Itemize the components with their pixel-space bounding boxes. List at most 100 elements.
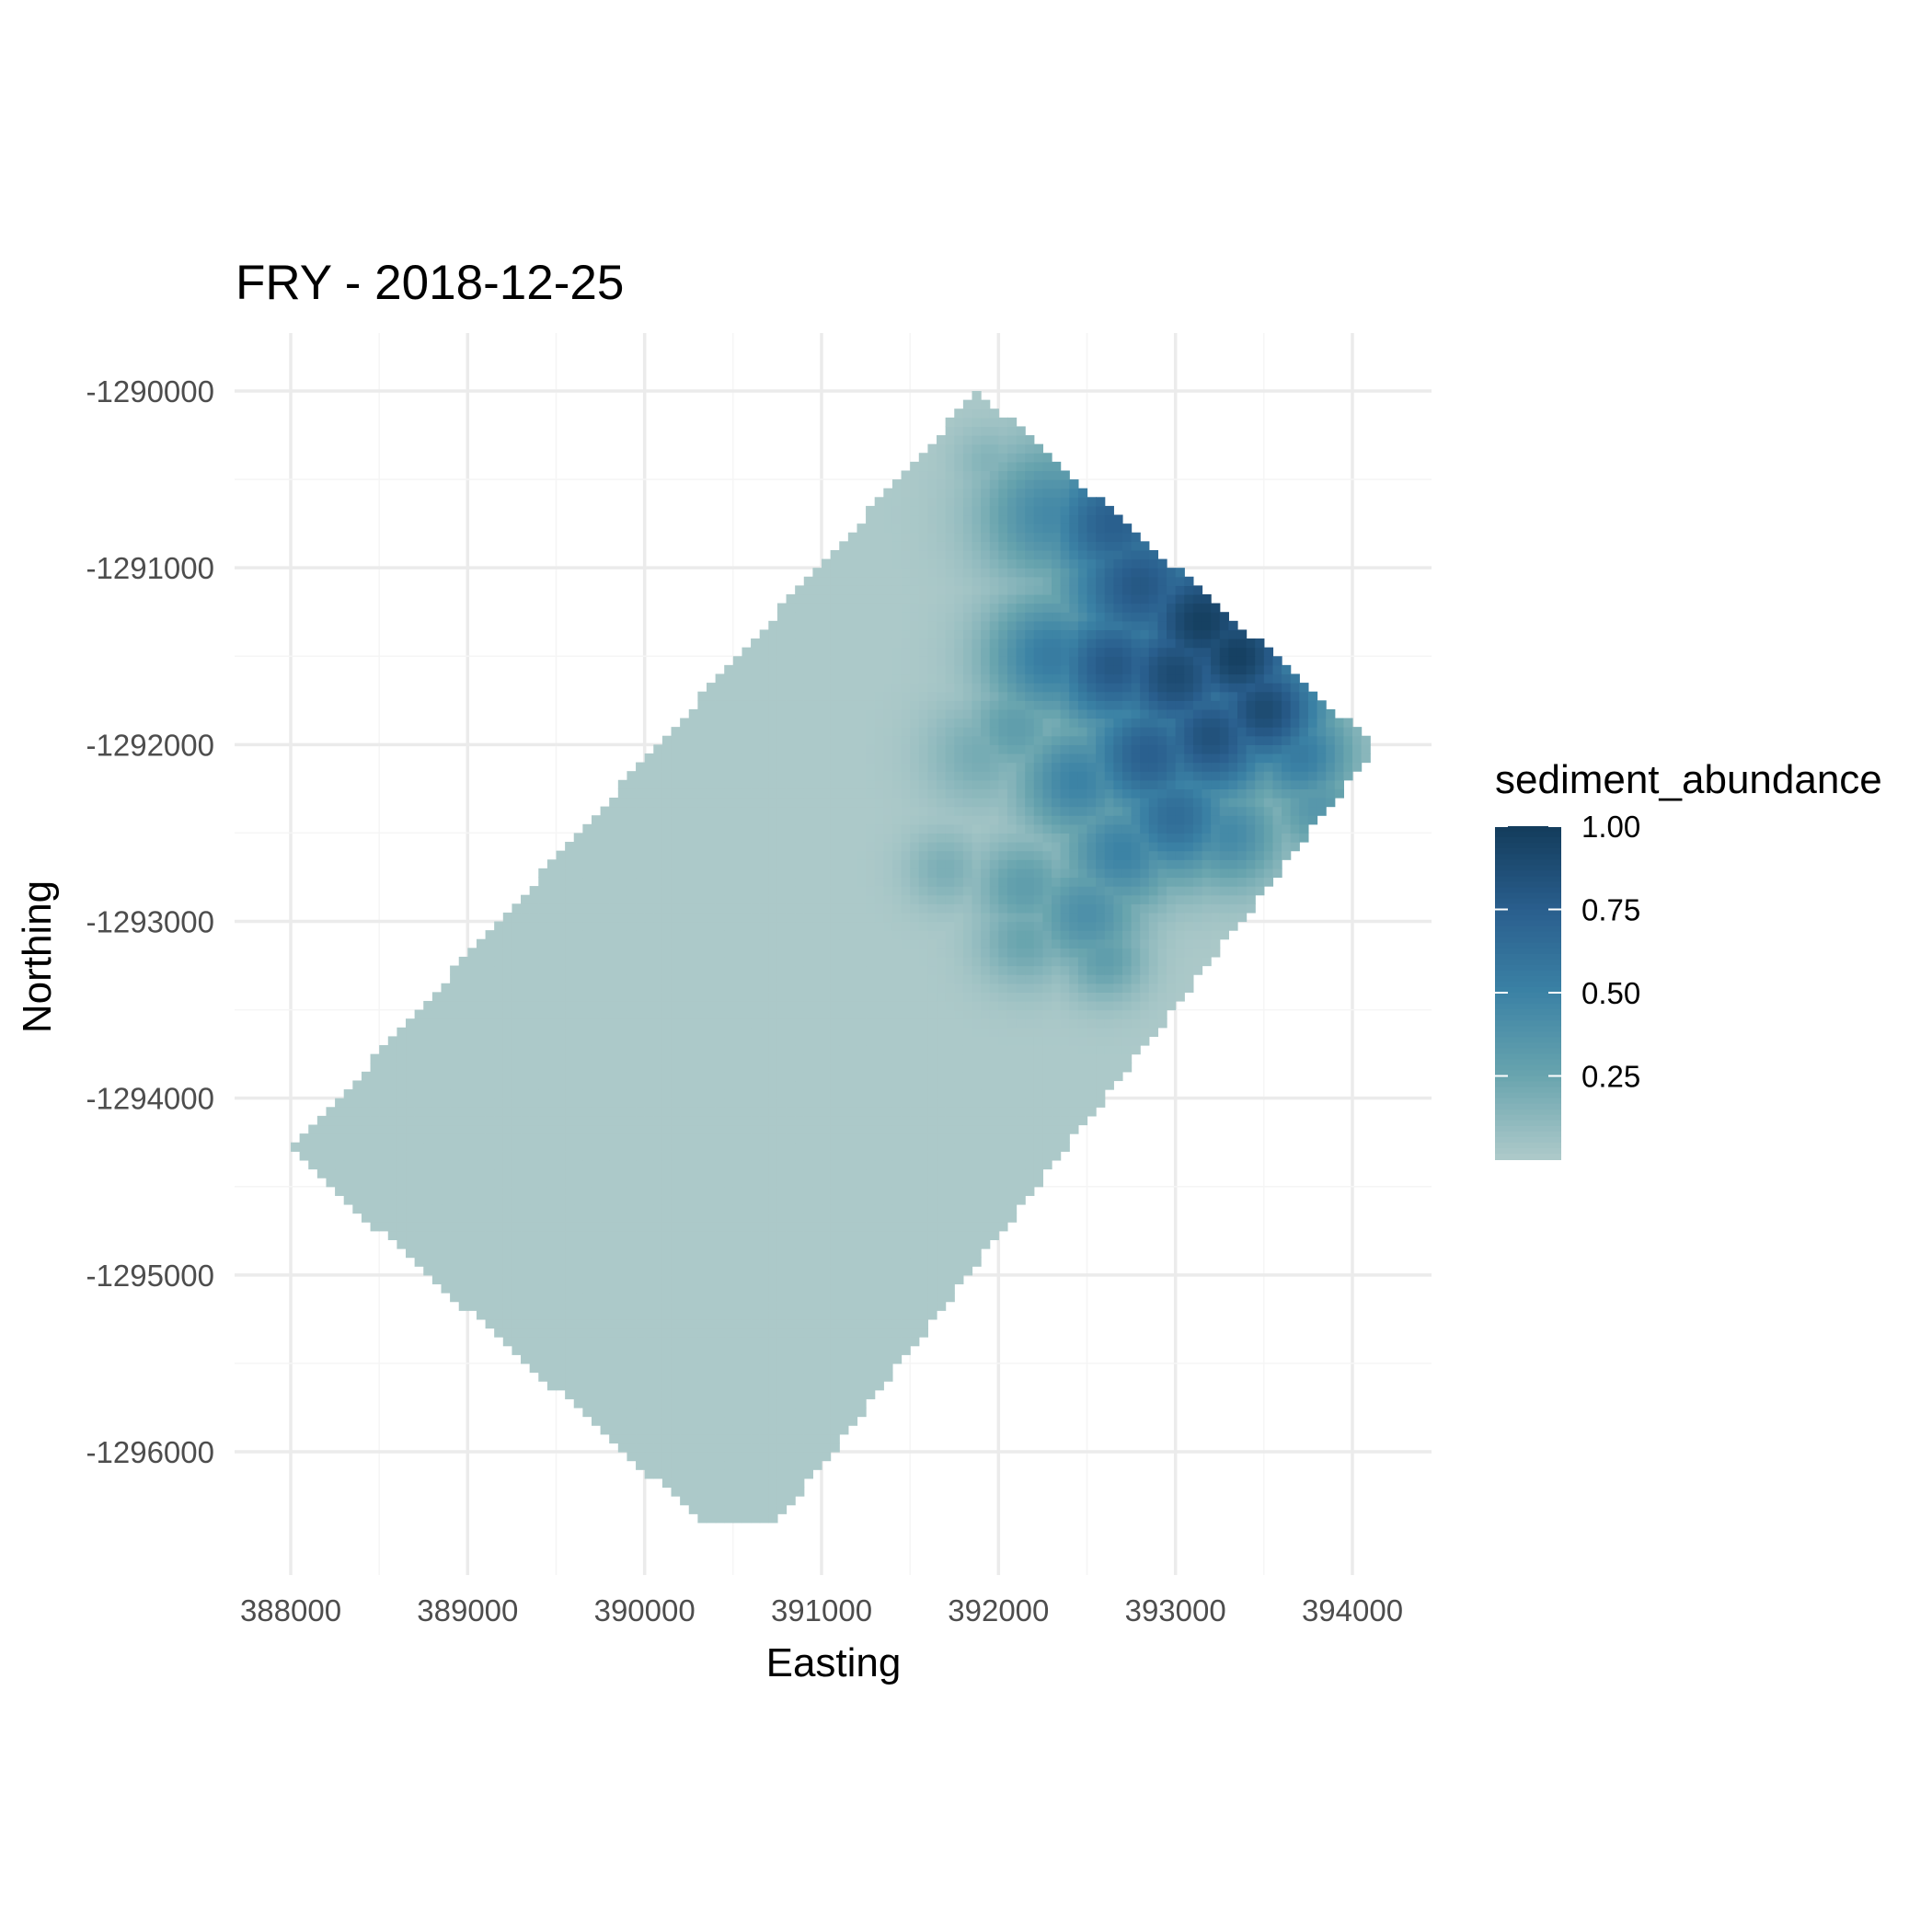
heatmap-cell xyxy=(724,1345,734,1355)
heatmap-cell xyxy=(494,1124,504,1134)
heatmap-cell xyxy=(830,1310,840,1320)
heatmap-cell xyxy=(937,868,947,879)
heatmap-cell xyxy=(883,1142,893,1152)
heatmap-cell xyxy=(609,1071,619,1082)
heatmap-cell xyxy=(839,1301,849,1311)
heatmap-cell xyxy=(680,1416,690,1426)
heatmap-cell xyxy=(556,1310,566,1320)
heatmap-cell xyxy=(609,1318,619,1329)
heatmap-cell xyxy=(830,1142,840,1152)
heatmap-cell xyxy=(697,850,707,860)
heatmap-cell xyxy=(406,1089,416,1099)
heatmap-cell xyxy=(370,1151,380,1161)
heatmap-cell xyxy=(609,974,619,984)
heatmap-cell xyxy=(822,1053,832,1064)
heatmap-cell xyxy=(617,1071,628,1082)
heatmap-cell xyxy=(918,877,928,887)
heatmap-cell xyxy=(937,1142,947,1152)
heatmap-cell xyxy=(759,1178,769,1188)
heatmap-cell xyxy=(812,1071,822,1082)
heatmap-cell xyxy=(937,1222,947,1232)
heatmap-cell xyxy=(927,1159,937,1170)
heatmap-cell xyxy=(795,1460,805,1470)
heatmap-cell xyxy=(910,1274,920,1285)
heatmap-cell xyxy=(688,1107,698,1117)
heatmap-cell xyxy=(989,921,999,931)
heatmap-cell xyxy=(732,965,743,975)
heatmap-cell xyxy=(591,938,602,949)
heatmap-cell xyxy=(697,1372,707,1382)
heatmap-cell xyxy=(370,1124,380,1134)
heatmap-cell xyxy=(847,1328,858,1338)
heatmap-cell xyxy=(617,1124,628,1134)
heatmap-cell xyxy=(910,1230,920,1240)
heatmap-cell xyxy=(565,930,575,940)
heatmap-cell xyxy=(1157,1000,1167,1011)
heatmap-cell xyxy=(546,1301,558,1311)
heatmap-cell xyxy=(742,1203,752,1214)
heatmap-cell xyxy=(732,1053,743,1064)
heatmap-cell xyxy=(591,974,602,984)
heatmap-cell xyxy=(617,1398,628,1409)
heatmap-cell xyxy=(706,956,717,967)
heatmap-cell xyxy=(546,1230,558,1240)
heatmap-cell xyxy=(847,1178,858,1188)
heatmap-cell xyxy=(609,1239,619,1249)
heatmap-cell xyxy=(883,903,893,914)
heatmap-cell xyxy=(954,1098,964,1108)
heatmap-cell xyxy=(768,1248,778,1259)
heatmap-cell xyxy=(759,1318,769,1329)
heatmap-cell xyxy=(803,1293,813,1303)
heatmap-cell xyxy=(751,1310,761,1320)
heatmap-cell xyxy=(653,1045,663,1055)
heatmap-cell xyxy=(1087,1018,1097,1029)
heatmap-cell xyxy=(308,1151,318,1161)
heatmap-cell xyxy=(485,1274,495,1285)
heatmap-cell xyxy=(989,886,999,896)
heatmap-cell xyxy=(795,1443,805,1453)
heatmap-cell xyxy=(494,1195,504,1205)
heatmap-cell xyxy=(600,921,610,931)
heatmap-cell xyxy=(706,992,717,1002)
heatmap-cell xyxy=(1211,912,1221,923)
heatmap-cell xyxy=(822,1063,832,1073)
heatmap-cell xyxy=(680,965,690,975)
heatmap-cell xyxy=(680,1133,690,1144)
heatmap-cell xyxy=(573,1266,583,1276)
heatmap-cell xyxy=(450,1107,460,1117)
heatmap-cell xyxy=(387,1159,397,1170)
heatmap-cell xyxy=(776,1460,788,1470)
heatmap-cell xyxy=(565,1142,575,1152)
heatmap-cell xyxy=(891,1230,903,1240)
heatmap-cell xyxy=(653,921,663,931)
heatmap-cell xyxy=(591,1063,602,1073)
heatmap-cell xyxy=(414,1239,424,1249)
heatmap-cell xyxy=(1131,948,1141,958)
heatmap-cell xyxy=(671,1248,681,1259)
heatmap-cell xyxy=(476,1195,487,1205)
heatmap-cell xyxy=(874,1151,884,1161)
heatmap-cell xyxy=(706,1159,717,1170)
heatmap-cell xyxy=(573,992,583,1002)
heatmap-cell xyxy=(706,1460,717,1470)
heatmap-cell xyxy=(291,1142,301,1152)
heatmap-cell xyxy=(458,1133,468,1144)
heatmap-cell xyxy=(636,1027,646,1038)
heatmap-cell xyxy=(847,1301,858,1311)
heatmap-cell xyxy=(529,1178,539,1188)
heatmap-cell xyxy=(715,1433,725,1443)
heatmap-cell xyxy=(891,859,903,869)
heatmap-cell xyxy=(989,983,999,993)
heatmap-cell xyxy=(998,974,1008,984)
heatmap-cell xyxy=(591,1407,602,1418)
heatmap-cell xyxy=(751,1045,761,1055)
heatmap-cell xyxy=(751,1372,761,1382)
heatmap-cell xyxy=(476,1000,487,1011)
heatmap-cell xyxy=(803,842,813,852)
heatmap-cell xyxy=(768,1363,778,1374)
heatmap-cell xyxy=(724,1416,734,1426)
heatmap-cell xyxy=(671,1345,681,1355)
heatmap-cell xyxy=(812,965,822,975)
heatmap-cell xyxy=(653,912,663,923)
heatmap-cell xyxy=(891,1036,903,1046)
